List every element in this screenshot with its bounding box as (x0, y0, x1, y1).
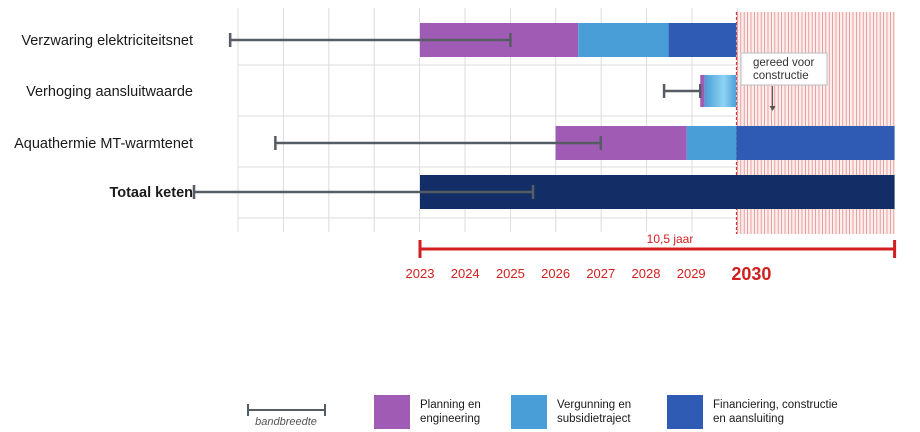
bar-vergunning (704, 75, 737, 107)
bar-financiering (736, 126, 895, 160)
bar-financiering (668, 23, 737, 57)
tick-label: 2025 (496, 266, 525, 281)
tick-label: 2024 (451, 266, 480, 281)
legend-label-financiering: en aansluiting (713, 413, 784, 425)
tick-label: 2026 (541, 266, 570, 281)
annotation-arrow (769, 106, 776, 111)
tick-label: 2028 (632, 266, 661, 281)
duration-label: 10,5 jaar (647, 232, 694, 246)
row-label: Verzwaring elektriciteitsnet (21, 33, 193, 49)
annotation-box (740, 52, 828, 86)
legend-band-label: bandbreedte (255, 416, 317, 428)
legend-swatch-financiering (667, 395, 703, 429)
row-labels: Verzwaring elektriciteitsnet Verhoging aa… (14, 33, 193, 201)
bar-vergunning (578, 23, 669, 57)
legend-swatch-vergunning (511, 395, 547, 429)
legend-label-vergunning: subsidietraject (557, 413, 631, 425)
time-axis: 10,5 jaar 2023 2024 2025 2026 2027 2028 2029 203… (406, 232, 897, 284)
bandwidth-markers (192, 33, 702, 199)
legend-label-planning: engineering (420, 413, 480, 425)
tick-label: 2027 (586, 266, 615, 281)
bar-planning (700, 75, 705, 107)
row-label: Totaal keten (109, 185, 193, 201)
tick-label: 2023 (406, 266, 435, 281)
row-label: Aquathermie MT-warmtenet (14, 136, 193, 152)
tick-label: 2030 (731, 264, 771, 284)
bar-vergunning (686, 126, 737, 160)
row-label: Verhoging aansluitwaarde (26, 84, 193, 100)
annotation-text: constructie (753, 70, 809, 82)
legend-label-financiering: Financiering, constructie (713, 399, 838, 411)
annotation-text: gereed voor (753, 57, 815, 69)
legend: bandbreedte Planning en engineering Vergunn… (247, 395, 838, 429)
legend-label-planning: Planning en (420, 399, 481, 411)
legend-swatch-planning (374, 395, 410, 429)
tick-label: 2029 (677, 266, 706, 281)
legend-label-vergunning: Vergunning en (557, 399, 631, 411)
